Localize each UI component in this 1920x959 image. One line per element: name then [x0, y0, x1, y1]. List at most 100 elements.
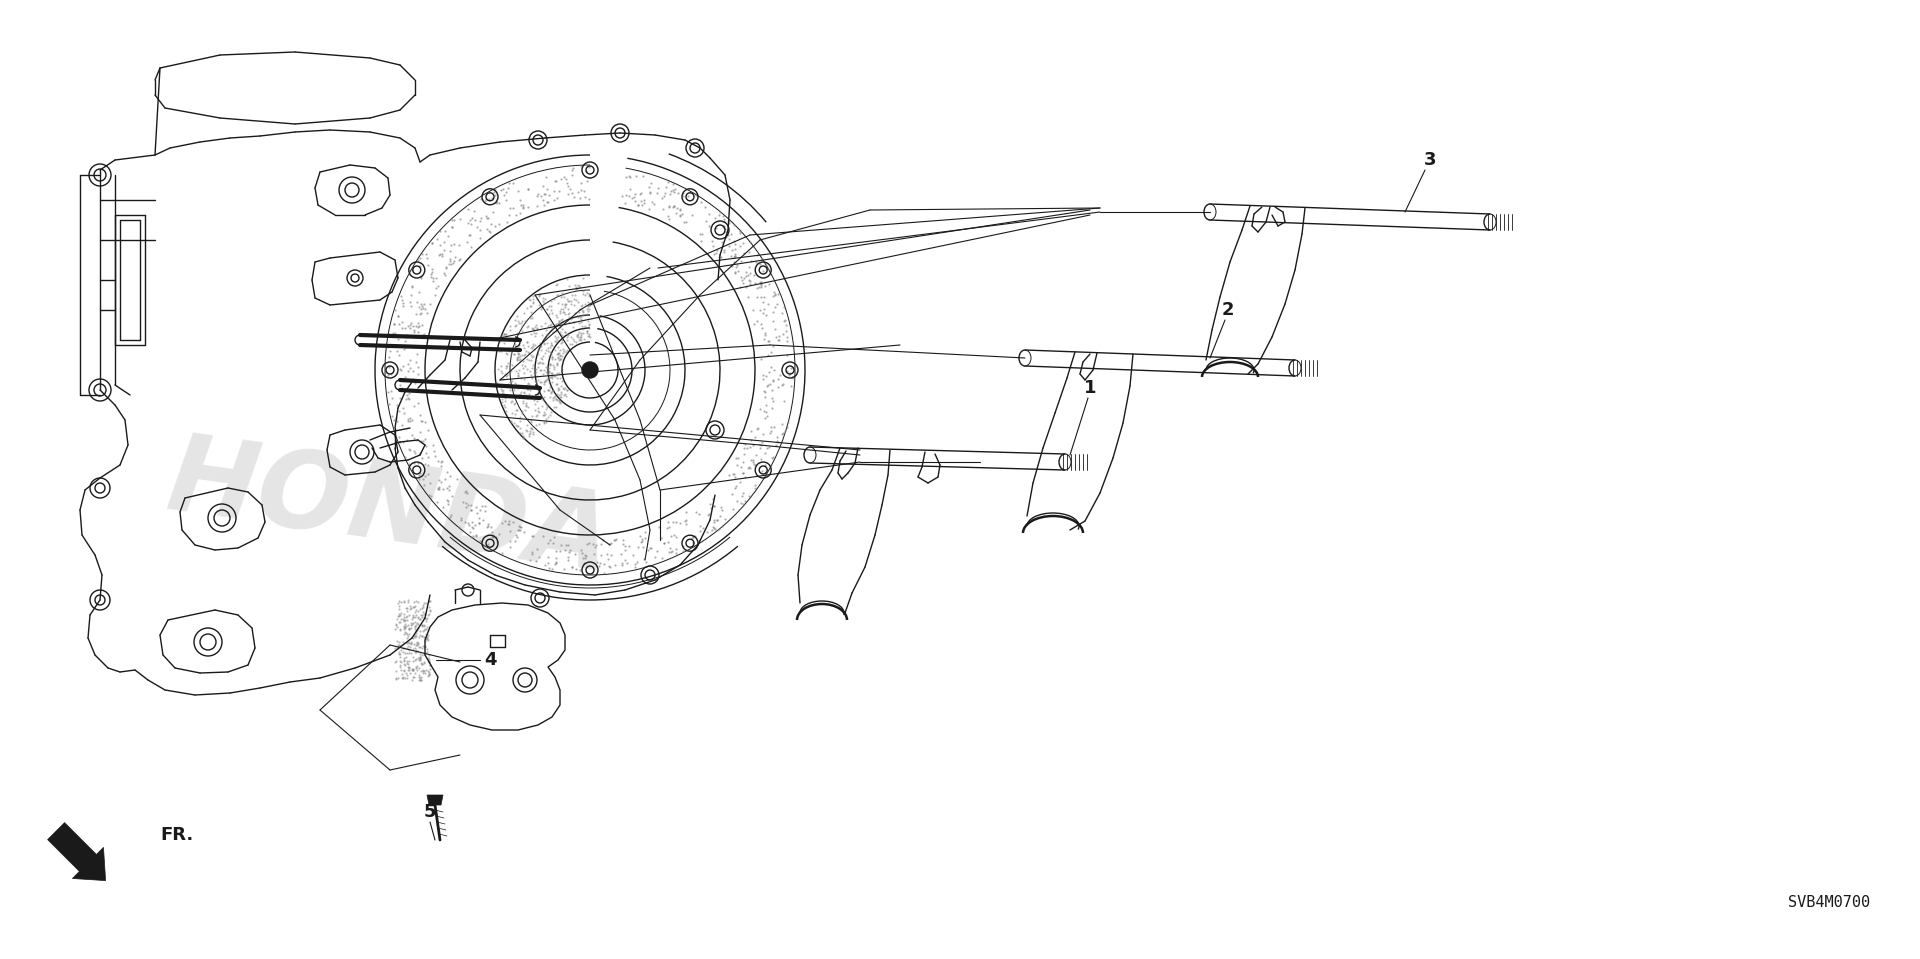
Point — [655, 184, 685, 199]
Point — [430, 223, 461, 239]
Point — [478, 529, 509, 545]
Point — [417, 261, 447, 276]
Point — [530, 374, 561, 389]
Point — [641, 543, 672, 558]
Point — [530, 414, 561, 430]
Point — [518, 341, 549, 357]
Point — [538, 365, 568, 381]
Point — [388, 612, 419, 627]
Point — [538, 535, 568, 550]
Point — [426, 454, 457, 469]
Point — [495, 393, 526, 409]
Point — [413, 620, 444, 635]
Point — [561, 292, 591, 308]
Point — [478, 527, 509, 543]
Point — [420, 449, 451, 464]
Point — [611, 196, 641, 211]
Point — [388, 406, 419, 421]
Point — [549, 297, 580, 313]
Point — [382, 309, 413, 324]
Point — [733, 488, 764, 503]
Point — [549, 324, 580, 339]
Point — [399, 640, 430, 655]
Point — [737, 238, 768, 253]
Point — [399, 629, 430, 644]
Point — [522, 292, 553, 307]
Point — [422, 480, 453, 496]
Point — [413, 651, 444, 667]
Point — [453, 497, 484, 512]
Point — [530, 316, 561, 331]
Point — [403, 669, 434, 685]
Point — [756, 382, 787, 397]
Point — [468, 503, 499, 519]
Point — [405, 646, 436, 662]
Point — [541, 308, 572, 323]
Point — [549, 170, 580, 185]
Point — [555, 315, 586, 330]
Point — [384, 615, 415, 630]
Point — [413, 627, 444, 643]
Point — [505, 385, 536, 400]
Point — [401, 608, 432, 623]
Point — [436, 220, 467, 235]
Point — [553, 310, 584, 325]
Point — [399, 456, 430, 471]
Point — [397, 662, 428, 677]
Point — [749, 383, 780, 398]
Point — [545, 385, 576, 400]
Point — [520, 396, 551, 411]
Point — [536, 385, 566, 400]
Point — [484, 362, 515, 377]
Point — [470, 192, 501, 207]
Point — [507, 393, 538, 409]
Point — [509, 430, 540, 445]
Point — [666, 206, 697, 222]
Point — [382, 634, 413, 649]
Point — [515, 298, 545, 314]
Point — [570, 296, 601, 312]
Point — [564, 279, 595, 294]
Point — [743, 421, 774, 436]
Point — [749, 264, 780, 279]
Point — [470, 519, 501, 534]
Point — [760, 286, 791, 301]
Point — [403, 319, 434, 335]
Point — [536, 338, 566, 353]
Point — [733, 460, 764, 476]
Point — [536, 365, 566, 381]
Point — [392, 645, 422, 661]
Point — [392, 600, 422, 616]
Point — [534, 374, 564, 389]
Point — [543, 339, 574, 355]
Point — [714, 213, 745, 228]
Point — [505, 342, 536, 358]
Point — [755, 377, 785, 392]
Point — [394, 267, 424, 282]
Point — [545, 305, 576, 320]
Point — [511, 387, 541, 403]
Point — [653, 199, 684, 214]
Point — [401, 636, 432, 651]
Point — [685, 519, 716, 534]
Point — [563, 327, 593, 342]
Point — [495, 539, 526, 554]
Point — [515, 411, 545, 427]
Point — [538, 390, 568, 406]
Point — [699, 521, 730, 536]
Point — [664, 207, 695, 222]
Point — [549, 380, 580, 395]
Point — [455, 217, 486, 232]
Point — [403, 284, 434, 299]
Point — [670, 214, 701, 229]
Point — [407, 662, 438, 677]
Point — [618, 189, 649, 204]
Point — [486, 363, 516, 379]
Point — [545, 537, 576, 552]
Point — [396, 298, 426, 314]
Point — [409, 414, 440, 430]
Point — [697, 523, 728, 538]
Point — [751, 464, 781, 480]
Point — [401, 636, 432, 651]
Point — [399, 614, 430, 629]
